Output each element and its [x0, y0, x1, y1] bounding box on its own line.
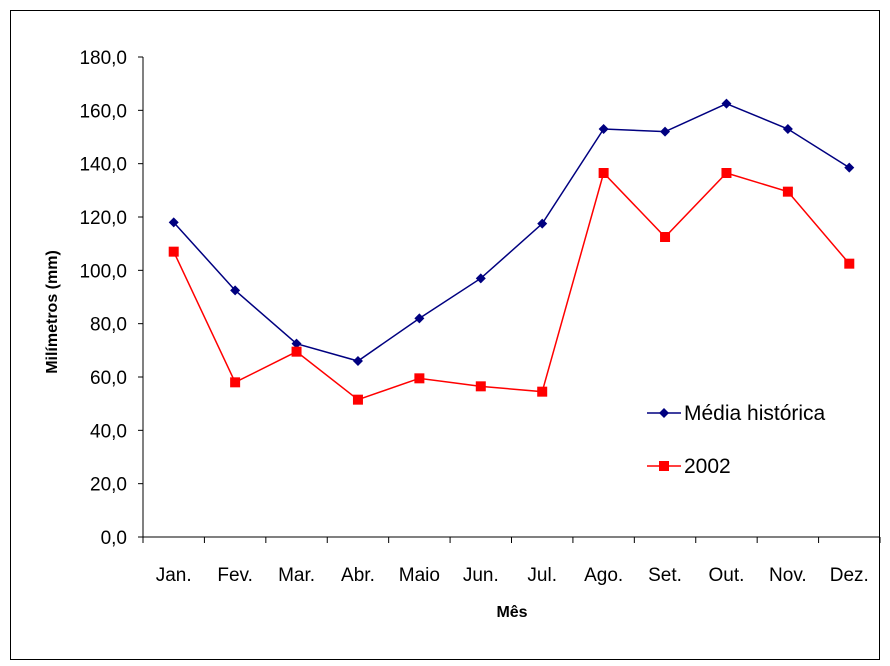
legend-label: Média histórica — [684, 402, 826, 425]
y-axis-title: Milímetros (mm) — [44, 250, 61, 374]
series-2 — [168, 168, 855, 405]
x-axis-title: Mês — [496, 604, 527, 621]
legend-label: 2002 — [684, 455, 731, 478]
data-point — [168, 246, 179, 257]
legend-marker — [659, 461, 669, 471]
data-point — [414, 313, 425, 324]
x-tick-label: Nov. — [769, 565, 807, 586]
data-point — [844, 162, 855, 173]
x-tick-label: Ago. — [584, 565, 623, 586]
data-point — [475, 381, 486, 392]
axes — [138, 56, 881, 543]
series-line — [173, 102, 850, 362]
y-tick-label: 140,0 — [79, 155, 127, 176]
legend: Média histórica 2002 — [647, 402, 826, 478]
y-tick-labels: 0,0 20,0 40,0 60,0 80,0 100,0 120,0 140,0 160,0 1… — [79, 48, 127, 549]
y-tick-label: 100,0 — [79, 261, 127, 282]
data-point — [475, 273, 486, 284]
data-point — [352, 356, 363, 366]
x-tick-label: Out. — [709, 565, 745, 586]
data-point — [352, 394, 363, 405]
data-point — [660, 232, 671, 242]
legend-marker — [659, 408, 669, 418]
x-tick-label: Jul. — [527, 565, 557, 586]
x-tick-label: Jun. — [463, 565, 499, 586]
series-layer — [168, 98, 855, 405]
x-tick-label: Mar. — [278, 565, 315, 586]
x-tick-label: Set. — [648, 565, 682, 586]
data-point — [414, 373, 425, 384]
x-tick-label: Maio — [399, 565, 440, 586]
data-point — [291, 338, 302, 349]
legend-item: Média histórica — [647, 402, 826, 425]
data-point — [598, 124, 609, 134]
y-tick-label: 160,0 — [79, 101, 127, 122]
y-tick-label: 60,0 — [90, 368, 127, 389]
x-tick-label: Abr. — [341, 565, 375, 586]
data-point — [537, 386, 548, 397]
x-tick-labels: Jan. Fev. Mar. Abr. Maio Jun. Jul. Ago. Set. Out.… — [156, 565, 869, 586]
data-point — [537, 218, 548, 229]
y-tick-label: 120,0 — [79, 208, 127, 229]
data-point — [168, 217, 179, 228]
y-tick-label: 40,0 — [90, 421, 127, 442]
chart-frame — [10, 10, 880, 660]
data-point — [230, 285, 241, 296]
y-tick-label: 80,0 — [90, 315, 127, 336]
series-1 — [168, 98, 855, 366]
data-point — [660, 126, 671, 137]
x-tick-label: Jan. — [156, 565, 192, 586]
y-tick-label: 180,0 — [79, 48, 127, 69]
y-tick-label: 0,0 — [101, 528, 127, 549]
data-point — [291, 346, 302, 357]
data-point — [782, 124, 793, 134]
data-point — [721, 168, 732, 178]
data-point — [844, 258, 855, 269]
data-point — [598, 168, 609, 178]
x-tick-label: Dez. — [830, 565, 869, 586]
legend-item: 2002 — [647, 455, 731, 478]
x-tick-label: Fev. — [217, 565, 253, 586]
series-line — [173, 171, 850, 401]
data-point — [230, 377, 241, 388]
y-tick-label: 20,0 — [90, 475, 127, 496]
data-point — [721, 98, 732, 109]
data-point — [782, 186, 793, 197]
